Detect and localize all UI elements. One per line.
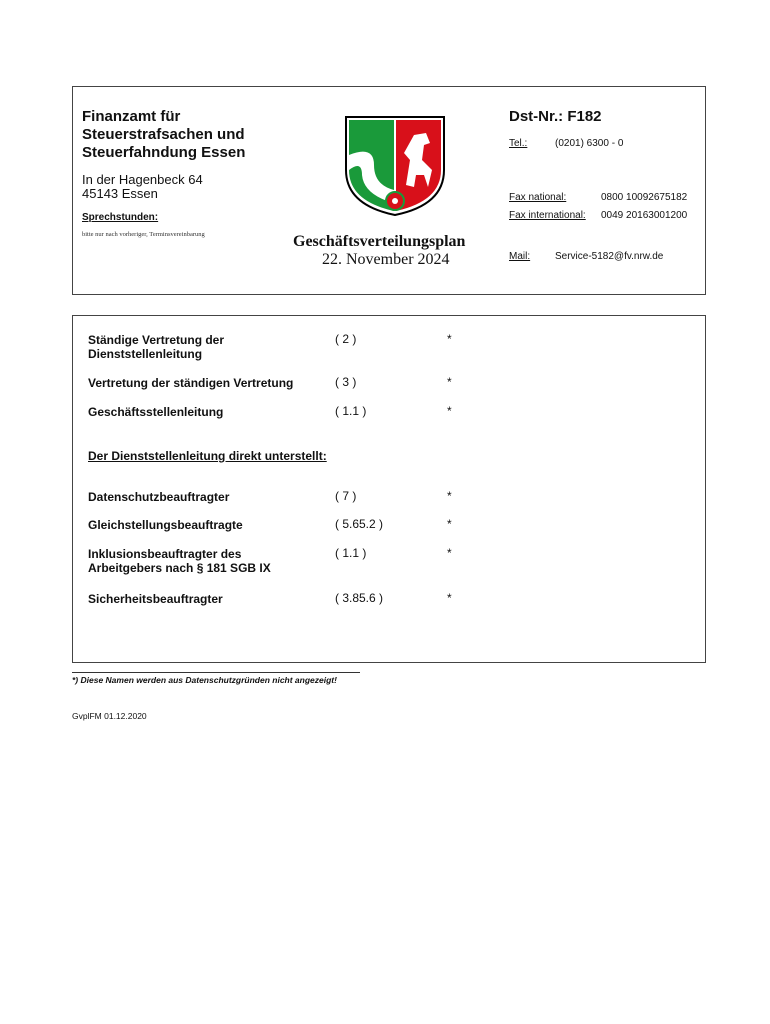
- row-label: Ständige Vertretung der: [88, 333, 225, 347]
- office-hours-text: bitte nur nach vorheriger, Terminsverein…: [82, 231, 205, 238]
- row-code: ( 2 ): [335, 332, 357, 346]
- tel-label: Tel.:: [509, 138, 528, 149]
- row-label: Gleichstellungsbeauftragte: [88, 518, 243, 532]
- fax-international-value: 0049 20163001200: [601, 210, 688, 221]
- row-label: Geschäftsstellenleitung: [88, 405, 224, 419]
- header-box: [72, 86, 706, 295]
- coat-of-arms-icon: [345, 116, 445, 217]
- office-name-line: Steuerfahndung Essen: [82, 144, 246, 161]
- row-label: Arbeitgebers nach § 181 SGB IX: [88, 561, 271, 575]
- footnote-divider: [72, 672, 360, 673]
- section-heading: Der Dienststellenleitung direkt unterste…: [88, 449, 327, 463]
- office-name-line: Steuerstrafsachen und: [82, 126, 245, 143]
- row-name: *: [447, 489, 452, 503]
- fax-national-label: Fax national:: [509, 192, 567, 203]
- mail-label: Mail:: [509, 251, 531, 262]
- row-label: Dienststellenleitung: [88, 347, 203, 361]
- address-line: 45143 Essen: [82, 186, 158, 201]
- tel-value: (0201) 6300 - 0: [555, 138, 624, 149]
- row-code: ( 1.1 ): [335, 404, 367, 418]
- footnote: *) Diese Namen werden aus Datenschutzgrü…: [72, 675, 337, 685]
- row-name: *: [447, 517, 452, 531]
- row-label: Datenschutzbeauftragter: [88, 490, 230, 504]
- document-title: Geschäftsverteilungsplan: [293, 233, 466, 250]
- row-code: ( 3.85.6 ): [335, 591, 384, 605]
- form-id: GvplFM 01.12.2020: [72, 711, 147, 721]
- row-label: Sicherheitsbeauftragter: [88, 592, 223, 606]
- row-name: *: [447, 546, 452, 560]
- row-name: *: [447, 591, 452, 605]
- row-name: *: [447, 332, 452, 346]
- row-name: *: [447, 404, 452, 418]
- office-name-line: Finanzamt für: [82, 108, 181, 125]
- office-name: Finanzamt für Steuerstrafsachen und Steu…: [82, 108, 245, 162]
- fax-international-label: Fax international:: [509, 210, 586, 221]
- row-name: *: [447, 375, 452, 389]
- row-code: ( 5.65.2 ): [335, 517, 384, 531]
- address: In der Hagenbeck 64 45143 Essen: [82, 173, 203, 201]
- office-hours-label: Sprechstunden:: [82, 212, 159, 223]
- fax-national-value: 0800 10092675182: [601, 192, 688, 203]
- row-code: ( 1.1 ): [335, 546, 367, 560]
- row-code: ( 7 ): [335, 489, 357, 503]
- dst-number: Dst-Nr.: F182: [509, 108, 602, 125]
- mail-value[interactable]: Service-5182@fv.nrw.de: [555, 251, 664, 262]
- address-line: In der Hagenbeck 64: [82, 172, 203, 187]
- row-code: ( 3 ): [335, 375, 357, 389]
- row-label: Vertretung der ständigen Vertretung: [88, 376, 294, 390]
- document-date: 22. November 2024: [322, 251, 450, 268]
- content-box: [72, 315, 706, 663]
- row-label: Inklusionsbeauftragter des: [88, 547, 242, 561]
